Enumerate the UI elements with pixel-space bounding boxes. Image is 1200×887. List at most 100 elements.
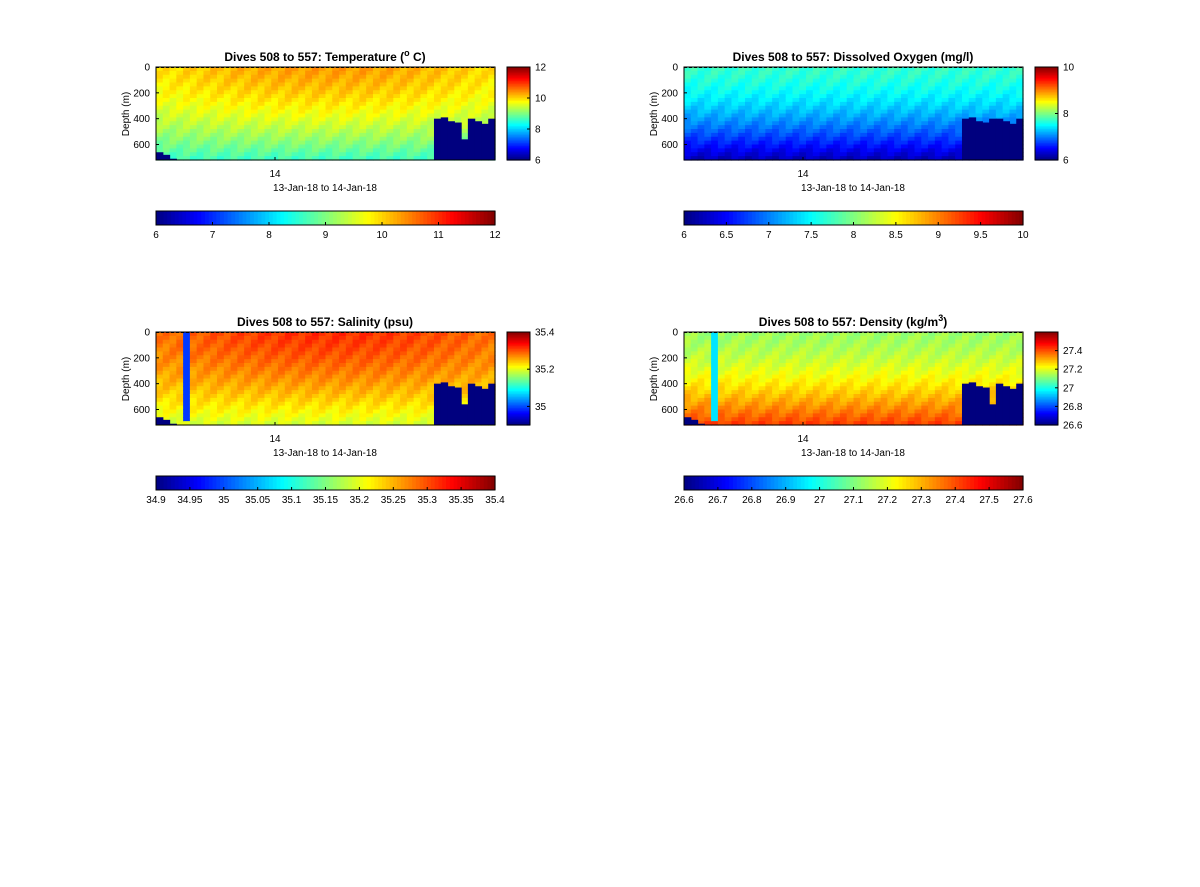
heatmap-cell — [785, 144, 794, 149]
colorbar-swatch — [507, 378, 530, 381]
heatmap-cell — [934, 125, 943, 130]
colorbar-swatch — [1011, 211, 1017, 225]
heatmap-cell — [440, 332, 449, 337]
heatmap-cell — [406, 152, 415, 157]
heatmap-cell — [826, 405, 834, 411]
heatmap-cell — [372, 90, 381, 95]
heatmap-cell — [223, 347, 232, 352]
heatmap-cell — [311, 397, 320, 403]
colorbar-swatch — [507, 373, 530, 376]
heatmap-cell — [156, 148, 164, 153]
heatmap-cell — [237, 347, 245, 352]
heatmap-cell — [420, 332, 428, 337]
heatmap-cell — [812, 121, 821, 126]
heatmap-cell — [826, 351, 834, 356]
colorbar-swatch — [302, 476, 308, 490]
colorbar-swatch — [507, 150, 530, 153]
heatmap-cell — [812, 351, 821, 356]
heatmap-cell — [278, 351, 286, 356]
heatmap-cell — [278, 136, 286, 142]
heatmap-cell — [325, 67, 333, 72]
heatmap-cell — [461, 366, 469, 372]
heatmap-cell — [454, 74, 462, 80]
heatmap-cell — [873, 413, 882, 418]
heatmap-cell — [223, 105, 232, 111]
heatmap-cell — [724, 413, 733, 418]
heatmap-cell — [846, 156, 855, 161]
heatmap-cell — [176, 413, 184, 418]
colorbar-swatch — [246, 211, 251, 225]
heatmap-cell — [366, 82, 374, 87]
no-data-mask — [474, 121, 483, 160]
heatmap-cell — [311, 152, 320, 157]
heatmap-cell — [339, 421, 347, 426]
heatmap-cell — [846, 382, 855, 387]
heatmap-cell — [406, 401, 415, 407]
heatmap-cell — [223, 390, 232, 395]
heatmap-cell — [474, 332, 483, 337]
heatmap-cell — [406, 78, 415, 84]
heatmap-cell — [717, 78, 726, 84]
heatmap-cell — [372, 370, 381, 376]
heatmap-cell — [352, 86, 360, 91]
heatmap-cell — [318, 386, 327, 391]
heatmap-cell — [873, 374, 882, 380]
heatmap-cell — [704, 339, 712, 345]
heatmap-cell — [189, 105, 198, 111]
heatmap-cell — [758, 105, 766, 111]
colorbar-swatch — [1035, 91, 1058, 94]
heatmap-cell — [257, 370, 266, 376]
heatmap-cell — [684, 148, 692, 153]
heatmap-cell — [339, 74, 347, 80]
heatmap-cell — [169, 335, 177, 341]
heatmap-cell — [427, 335, 435, 341]
heatmap-cell — [900, 78, 909, 84]
heatmap-cell — [366, 397, 374, 403]
heatmap-cell — [731, 98, 739, 103]
colorbar-swatch — [507, 415, 530, 418]
heatmap-cell — [1009, 101, 1017, 107]
colorbar-swatch — [355, 476, 360, 490]
heatmap-cell — [203, 121, 211, 126]
heatmap-cell — [230, 136, 238, 142]
heatmap-cell — [995, 70, 1004, 76]
heatmap-cell — [359, 378, 367, 383]
heatmap-cell — [778, 401, 787, 407]
heatmap-cell — [955, 156, 963, 161]
heatmap-cell — [975, 67, 983, 72]
heatmap-cell — [461, 101, 469, 107]
heatmap-cell — [223, 370, 232, 376]
heatmap-cell — [839, 374, 848, 380]
heatmap-cell — [223, 152, 232, 157]
heatmap-cell — [792, 359, 800, 364]
colorbar-swatch — [231, 476, 236, 490]
heatmap-cell — [819, 121, 827, 126]
heatmap-cell — [176, 374, 184, 380]
heatmap-cell — [393, 417, 401, 422]
heatmap-cell — [873, 113, 882, 118]
heatmap-cell — [887, 136, 895, 142]
heatmap-cell — [704, 370, 712, 376]
heatmap-cell — [278, 105, 286, 111]
heatmap-cell — [717, 355, 726, 360]
heatmap-cell — [745, 101, 753, 107]
heatmap-cell — [420, 140, 428, 146]
heatmap-cell — [230, 148, 238, 153]
heatmap-cell — [162, 366, 171, 372]
heatmap-cell — [440, 351, 449, 356]
colorbar-swatch — [302, 211, 308, 225]
heatmap-cell — [406, 413, 415, 418]
colorbar-swatch — [699, 211, 704, 225]
heatmap-cell — [244, 152, 252, 157]
heatmap-cell — [778, 86, 787, 91]
colorbar-swatch — [507, 421, 530, 425]
heatmap-cell — [332, 405, 340, 411]
heatmap-cell — [772, 136, 780, 142]
colorbar-swatch — [1035, 121, 1058, 124]
colorbar-swatch — [378, 211, 383, 225]
colorbar-swatch — [1035, 105, 1058, 108]
heatmap-cell — [386, 335, 394, 341]
heatmap-cell — [785, 105, 794, 111]
heatmap-cell — [785, 98, 794, 103]
heatmap-cell — [318, 148, 327, 153]
